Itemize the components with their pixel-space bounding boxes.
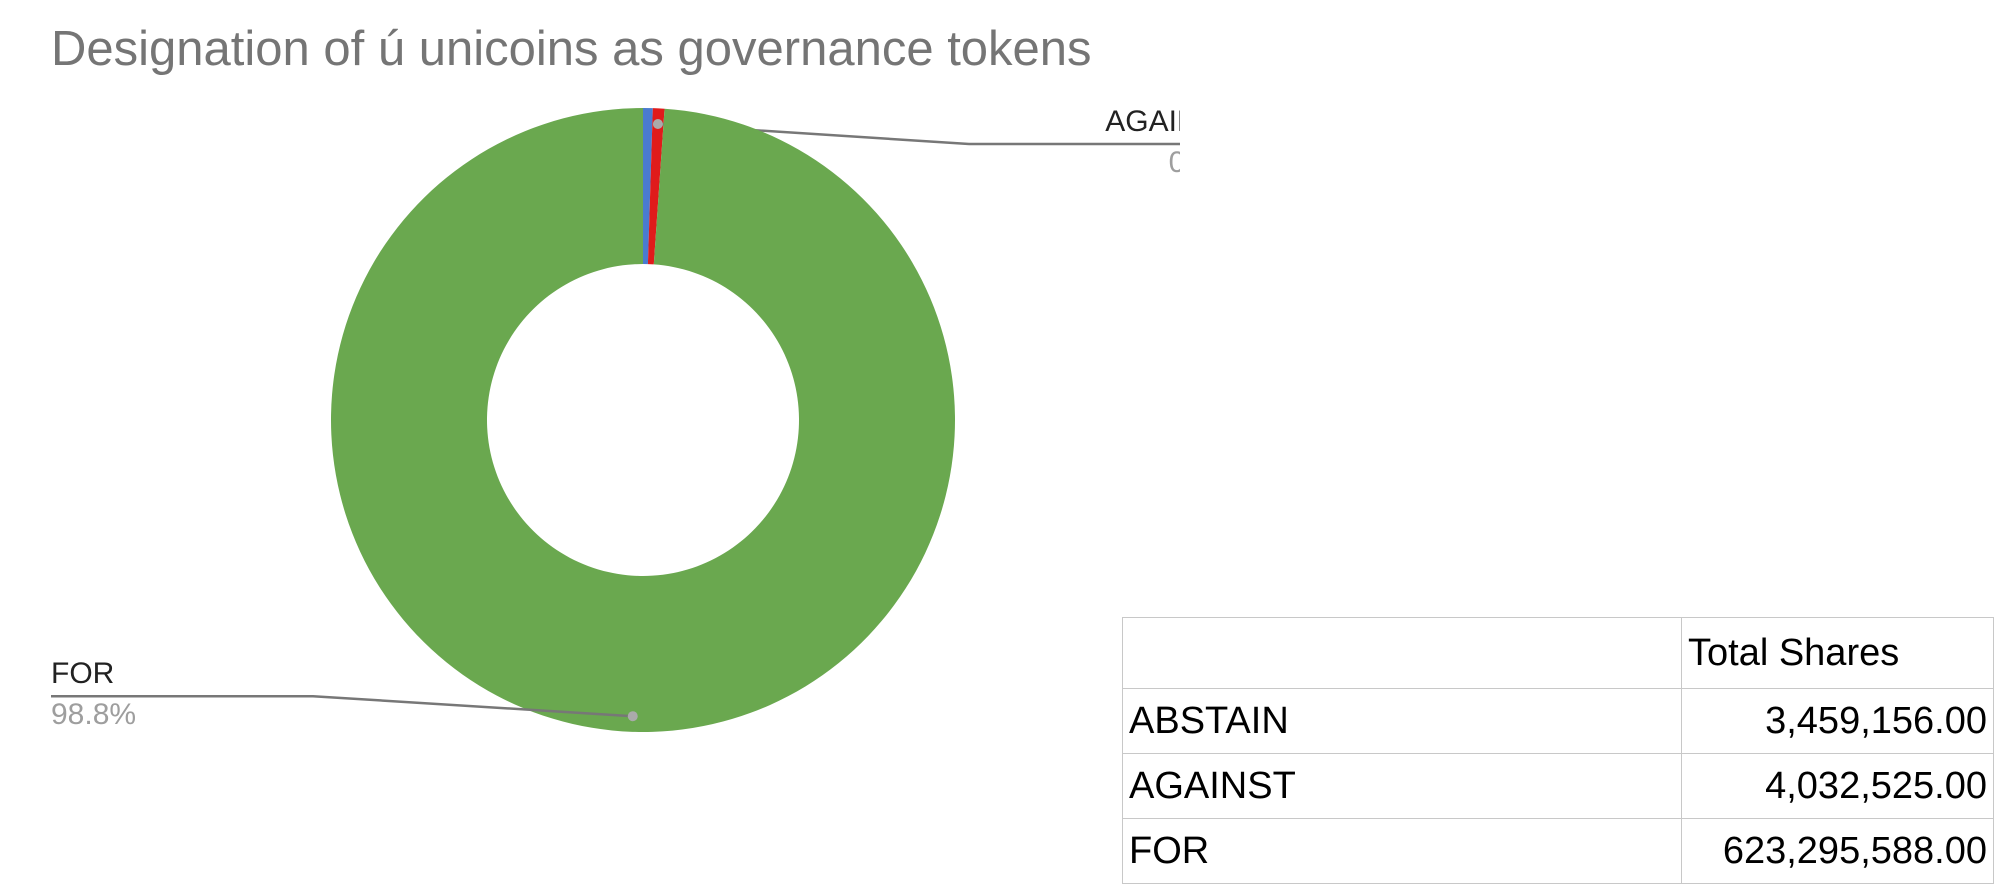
header-cell xyxy=(1122,617,1682,689)
leader-line xyxy=(657,122,1180,146)
cell: 4,032,525.00 xyxy=(1681,753,1994,819)
leader-dot xyxy=(627,711,638,722)
row-label: FOR xyxy=(1122,818,1682,884)
leader-line xyxy=(51,694,633,718)
header-cell: Total Shares xyxy=(1681,617,1994,689)
value-label: 0.6% xyxy=(1169,146,1180,179)
slice-label: AGAINST xyxy=(1105,105,1180,138)
chart: Designation of ú unicoins as governance … xyxy=(51,22,1180,732)
slice-label: FOR xyxy=(51,657,114,690)
cell: 3,459,156.00 xyxy=(1681,688,1994,754)
table-row: AGAINST 4,032,525.00 xyxy=(1122,753,1994,819)
slice xyxy=(647,108,665,265)
leader-dot xyxy=(652,118,663,129)
slice xyxy=(331,108,955,732)
chart-title: Designation of ú unicoins as governance … xyxy=(51,22,1092,76)
slice xyxy=(643,108,653,265)
table-row: FOR 623,295,588.00 xyxy=(1122,818,1994,884)
row-label: AGAINST xyxy=(1122,753,1682,819)
row-label: ABSTAIN xyxy=(1122,688,1682,754)
cell: 623,295,588.00 xyxy=(1681,818,1994,884)
value-label: 98.8% xyxy=(51,698,136,731)
data-table: Total Shares ABSTAIN 3,459,156.00 AGAINST… xyxy=(1122,617,1994,884)
table-row: ABSTAIN 3,459,156.00 xyxy=(1122,688,1994,754)
table-header: Total Shares xyxy=(1122,617,1994,689)
